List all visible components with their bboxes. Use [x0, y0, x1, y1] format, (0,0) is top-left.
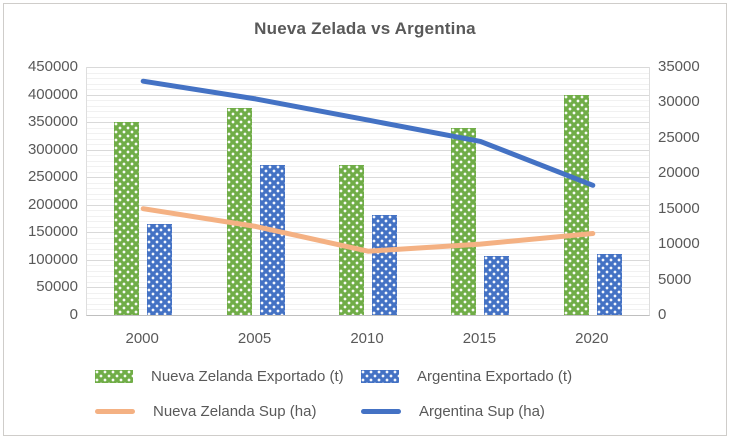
gridline-minor [87, 292, 649, 294]
gridline-major [87, 94, 649, 96]
gridline-major [87, 204, 649, 206]
x-axis-tick-2000: 2000 [125, 330, 159, 347]
bar-nz-2005 [226, 108, 252, 315]
bar-ar-2000 [147, 223, 173, 315]
right-axis-tick: 10000 [658, 235, 700, 253]
left-axis-tick: 300000 [27, 140, 78, 158]
gridline-minor [87, 210, 649, 212]
right-axis-tick: 5000 [658, 270, 692, 288]
x-axis-tick-2010: 2010 [350, 330, 384, 347]
gridline-minor [87, 160, 649, 162]
gridline-minor [87, 78, 649, 80]
left-axis-tick: 200000 [27, 195, 78, 213]
bar-ar-2005 [259, 165, 285, 315]
left-axis-tick: 250000 [27, 168, 78, 186]
bar-nz-2020 [563, 94, 589, 315]
x-axis-tick-2005: 2005 [237, 330, 272, 347]
gridline-minor [87, 276, 649, 278]
gridline-minor [87, 144, 649, 146]
right-axis-tick: 25000 [658, 128, 700, 146]
gridline-minor [87, 303, 649, 305]
gridline-minor [87, 83, 649, 85]
chart-title: Nueva Zelada vs Argentina [254, 19, 476, 38]
gridline-minor [87, 199, 649, 201]
left-axis-tick: 400000 [27, 85, 78, 103]
right-axis-tick: 0 [658, 306, 667, 323]
gridline-major [87, 232, 649, 234]
gridline-minor [87, 127, 649, 129]
gridline-minor [87, 89, 649, 91]
legend-item-nz-exportado: Nueva Zelanda Exportado (t) [95, 366, 361, 386]
gridline-major [87, 177, 649, 179]
gridline-minor [87, 133, 649, 135]
legend-label-nz-exportado: Nueva Zelanda Exportado (t) [151, 367, 344, 385]
bar-nz-2000 [114, 122, 140, 315]
left-axis-tick: 0 [69, 306, 78, 323]
gridline-minor [87, 270, 649, 272]
legend-item-ar-exportado: Argentina Exportado (t) [361, 366, 572, 386]
left-axis-labels: 450000 400000 350000 300000 250000 200000 1500… [18, 0, 78, 360]
x-axis-tick-2015: 2015 [462, 330, 497, 347]
gridline-major [87, 67, 649, 68]
x-axis-labels: 2000 2005 2010 2015 2020 [86, 331, 648, 351]
bar-ar-2010 [372, 214, 397, 315]
bars-layer [87, 67, 649, 315]
lines-layer [140, 78, 596, 254]
gridline-minor [87, 182, 649, 184]
gridline-minor [87, 72, 649, 74]
legend: Nueva Zelanda Exportado (t) Argentina Ex… [95, 366, 572, 421]
gridline-minor [87, 116, 649, 118]
legend-swatch-ar-sup [361, 408, 401, 414]
gridline-major [87, 259, 649, 261]
line-nz-sup [140, 206, 596, 254]
legend-label-ar-exportado: Argentina Exportado (t) [417, 367, 573, 385]
gridline-major [87, 287, 649, 289]
gridline-minor [87, 193, 649, 195]
plot-area [86, 67, 650, 316]
gridline-minor [87, 226, 649, 228]
legend-swatch-nz-exportado [95, 369, 133, 383]
gridline-minor [87, 111, 649, 113]
legend-swatch-nz-sup [95, 408, 135, 414]
gridline-minor [87, 243, 649, 245]
right-axis-tick: 30000 [658, 93, 700, 111]
gridline-minor [87, 171, 649, 173]
legend-swatch-ar-exportado [361, 369, 399, 383]
gridline-minor [87, 221, 649, 223]
left-axis-tick: 100000 [27, 250, 78, 268]
left-axis-tick: 50000 [36, 278, 78, 296]
legend-item-ar-sup: Argentina Sup (ha) [361, 401, 572, 421]
gridline-minor [87, 309, 649, 311]
bar-ar-2015 [484, 256, 510, 315]
right-axis-tick: 20000 [658, 164, 700, 182]
gridline-minor [87, 138, 649, 140]
gridline-minor [87, 100, 649, 102]
gridline-minor [87, 237, 649, 239]
gridline-minor [87, 188, 649, 190]
legend-label-ar-sup: Argentina Sup (ha) [419, 402, 545, 420]
gridline-minor [87, 281, 649, 283]
legend-item-nz-sup: Nueva Zelanda Sup (ha) [95, 401, 361, 421]
line-ar-sup [140, 78, 596, 188]
left-axis-tick: 350000 [27, 113, 78, 131]
gridline-minor [87, 166, 649, 168]
left-axis-tick: 450000 [27, 58, 78, 75]
bar-ar-2020 [596, 254, 622, 315]
gridline-minor [87, 265, 649, 267]
right-axis-tick: 35000 [658, 58, 700, 75]
gridline-minor [87, 105, 649, 107]
x-axis-tick-2020: 2020 [575, 330, 609, 347]
right-axis-tick: 15000 [658, 199, 700, 217]
gridline-minor [87, 254, 649, 256]
legend-label-nz-sup: Nueva Zelanda Sup (ha) [153, 402, 317, 420]
bar-nz-2015 [451, 127, 477, 315]
gridline-major [87, 149, 649, 151]
right-axis-labels: 35000 30000 25000 20000 15000 10000 5000 0 [658, 0, 724, 360]
bar-nz-2010 [339, 165, 364, 315]
gridline-minor [87, 215, 649, 217]
gridline-minor [87, 298, 649, 300]
gridline-minor [87, 155, 649, 157]
left-axis-tick: 150000 [27, 223, 78, 241]
